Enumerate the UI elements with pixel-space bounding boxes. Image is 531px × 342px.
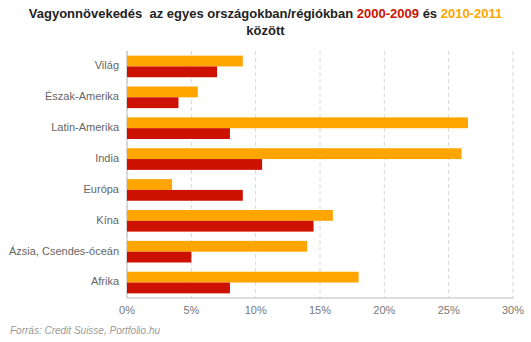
title-text: Vagyonnövekedés az egyes országokban/rég… (29, 6, 357, 21)
y-axis: Világ Észak-Amerika Latin-Amerika India Euró… (9, 59, 120, 287)
title-line: Vagyonnövekedés az egyes országokban/rég… (29, 6, 502, 21)
x-tick-label: 30% (502, 304, 524, 316)
title-text: között (246, 23, 285, 38)
bar (127, 210, 333, 221)
y-tick-label: Latin-Amerika (51, 121, 120, 133)
y-tick-label: Észak-Amerika (45, 90, 120, 102)
y-tick-label: Afrika (91, 275, 120, 287)
chart: Vagyonnövekedés az egyes országokban/rég… (0, 0, 531, 342)
title-text: és (419, 6, 441, 21)
grid-line (320, 51, 321, 298)
y-tick-label: Európa (84, 183, 120, 195)
grid-line (448, 51, 449, 298)
x-axis: 0% 5% 10% 15% 20% 25% 30% (119, 304, 524, 316)
bar (127, 66, 217, 77)
title-line: között (246, 23, 285, 38)
y-tick-label: Ázsia, Csendes-óceán (9, 245, 119, 257)
bar (127, 221, 314, 232)
x-tick-label: 25% (438, 304, 460, 316)
bar (127, 117, 468, 128)
grid (127, 51, 513, 298)
bar (127, 87, 198, 98)
title-period: 2010-2011 (441, 6, 502, 21)
bar (127, 190, 243, 201)
bar (127, 159, 262, 170)
x-tick-label: 15% (309, 304, 331, 316)
grid-line (255, 51, 256, 298)
x-tick-label: 20% (373, 304, 395, 316)
bars (127, 56, 468, 294)
x-tick-label: 10% (245, 304, 267, 316)
grid-line (384, 51, 385, 298)
bar (127, 272, 359, 283)
y-tick-label: Kína (96, 214, 120, 226)
bar (127, 56, 243, 67)
bar (127, 128, 230, 139)
x-tick-label: 0% (119, 304, 135, 316)
bar (127, 283, 230, 294)
bar (127, 241, 307, 252)
x-tick-label: 5% (183, 304, 199, 316)
grid-line (513, 51, 514, 298)
bar (127, 252, 191, 263)
bar (127, 97, 178, 108)
source-note: Forrás: Credit Suisse, Portfolio.hu (10, 325, 160, 336)
title-period: 2000-2009 (357, 6, 419, 21)
y-tick-label: India (95, 152, 120, 164)
bar (127, 148, 462, 159)
chart-title: Vagyonnövekedés az egyes országokban/rég… (29, 6, 502, 38)
bar (127, 179, 172, 190)
x-axis-line (127, 298, 513, 299)
y-tick-label: Világ (95, 59, 119, 71)
